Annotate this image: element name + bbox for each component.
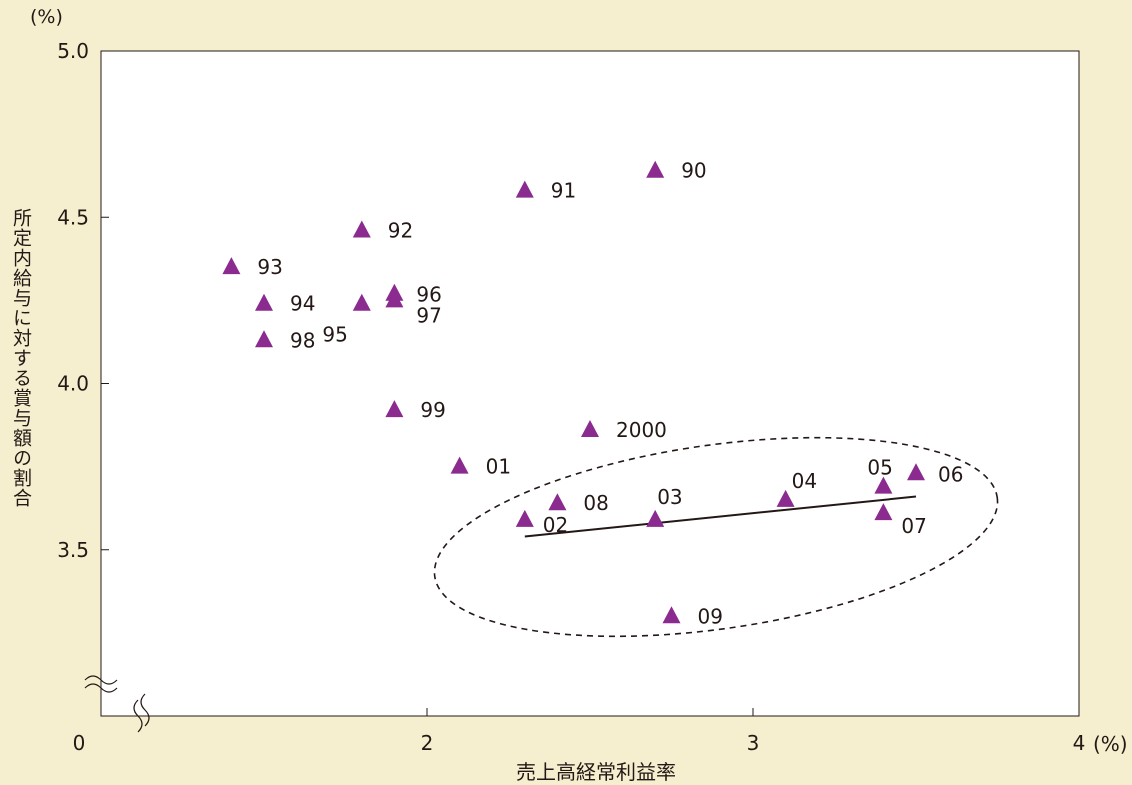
data-point-label: 99 bbox=[420, 398, 445, 422]
data-point-label: 07 bbox=[901, 514, 926, 538]
data-point-label: 08 bbox=[583, 491, 608, 515]
data-point-marker bbox=[662, 606, 681, 624]
data-point-marker bbox=[874, 476, 893, 494]
data-point-label: 09 bbox=[698, 604, 723, 628]
x-axis-break-mark bbox=[133, 693, 150, 733]
data-point-label: 03 bbox=[657, 485, 682, 509]
data-point-label: 02 bbox=[543, 513, 568, 537]
data-point-marker bbox=[776, 489, 795, 507]
data-point-marker bbox=[352, 220, 371, 238]
x-axis-title: 売上高経常利益率 bbox=[516, 760, 676, 784]
y-tick-label: 4.5 bbox=[57, 205, 89, 229]
data-point-marker bbox=[352, 293, 371, 311]
data-point-marker bbox=[385, 290, 404, 308]
x-tick-label: 2 bbox=[421, 731, 434, 755]
y-axis-break-mark bbox=[84, 675, 118, 693]
data-point-label: 90 bbox=[681, 159, 706, 183]
data-point-label: 91 bbox=[551, 179, 576, 203]
data-point-label: 93 bbox=[257, 255, 282, 279]
data-point-marker bbox=[222, 257, 241, 275]
x-tick-label: 3 bbox=[747, 731, 760, 755]
highlight-ellipse bbox=[433, 436, 999, 638]
data-point-marker bbox=[450, 456, 469, 474]
data-point-marker bbox=[907, 463, 925, 481]
data-point-marker bbox=[515, 509, 534, 527]
data-point-label: 2000 bbox=[616, 418, 667, 442]
trend-line bbox=[524, 495, 917, 538]
data-point-label: 05 bbox=[867, 456, 892, 480]
data-point-marker bbox=[548, 493, 567, 511]
data-point-label: 01 bbox=[486, 455, 511, 479]
y-tick-label: 5.0 bbox=[57, 39, 89, 63]
plot-frame bbox=[100, 50, 1080, 717]
x-tick-label: 4 bbox=[1073, 731, 1086, 755]
data-point-marker bbox=[385, 400, 404, 418]
y-unit-label: (%) bbox=[30, 6, 63, 28]
data-point-marker bbox=[515, 180, 534, 198]
y-tick-label: 3.5 bbox=[57, 538, 89, 562]
data-point-label: 97 bbox=[416, 303, 441, 327]
y-axis-title: 所定内給与に対する賞与額の割合 bbox=[10, 208, 32, 508]
data-point-marker bbox=[646, 509, 665, 527]
data-point-marker bbox=[874, 503, 893, 521]
data-point-label: 92 bbox=[388, 219, 413, 243]
data-point-marker bbox=[255, 330, 273, 348]
data-point-marker bbox=[255, 293, 273, 311]
x-unit-label: (%) bbox=[1093, 732, 1128, 756]
data-point-label: 94 bbox=[290, 292, 315, 316]
data-point-label: 04 bbox=[792, 469, 817, 493]
data-point-marker bbox=[581, 420, 599, 438]
y-tick-label: 4.0 bbox=[57, 372, 89, 396]
data-point-label: 06 bbox=[938, 462, 963, 486]
data-point-label: 98 bbox=[290, 328, 315, 352]
data-point-marker bbox=[646, 160, 665, 178]
data-point-label: 96 bbox=[416, 283, 441, 307]
origin-label: 0 bbox=[73, 731, 86, 755]
data-point-label: 95 bbox=[322, 323, 347, 347]
